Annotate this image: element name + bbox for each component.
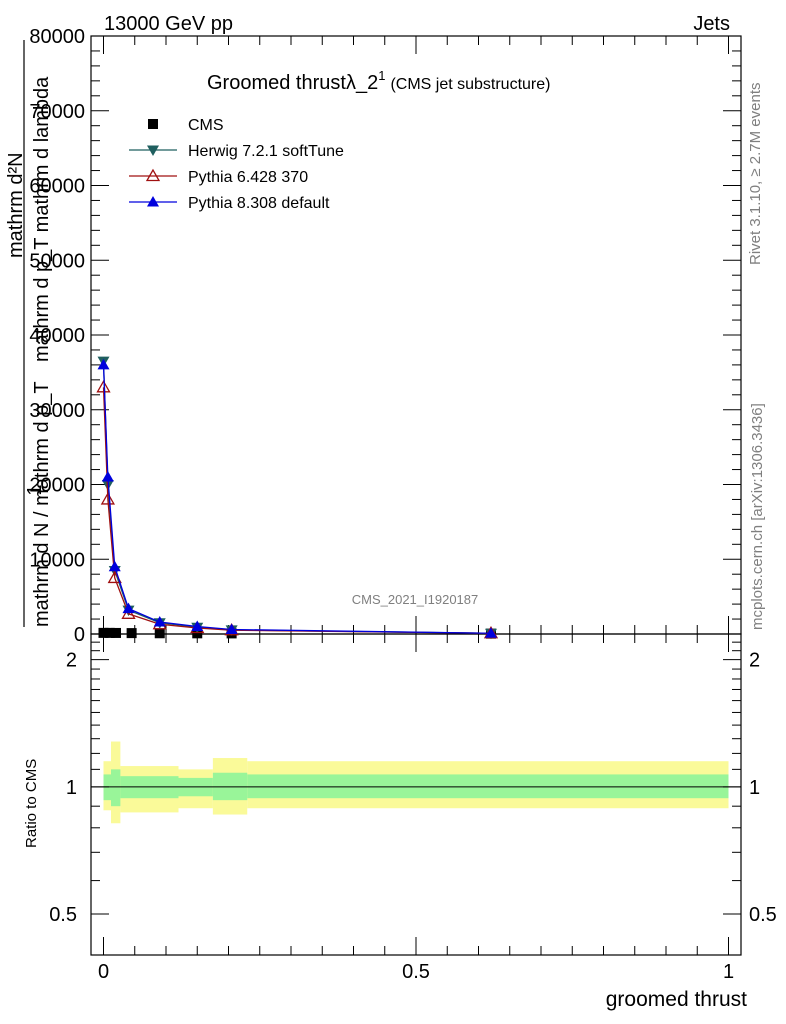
- ratio-y-tick-label: 0.5: [49, 904, 77, 926]
- data-point: [154, 628, 165, 639]
- legend-label: Herwig 7.2.1 softTune: [188, 143, 344, 160]
- y-axis-label-main: 1 mathrm d N / mathrm d p_T mathrm d²N m…: [5, 40, 53, 627]
- series-line: [102, 364, 492, 634]
- data-point: [108, 560, 121, 572]
- y-tick-label: 0: [74, 624, 85, 646]
- legend: CMS Herwig 7.2.1 softTune Pythia 6.428 370…: [129, 117, 344, 212]
- data-point: [191, 620, 204, 632]
- analysis-watermark: CMS_2021_I1920187: [352, 592, 479, 607]
- data-point: [96, 380, 111, 393]
- legend-marker: [147, 196, 159, 207]
- y-tick-label: 40000: [29, 325, 85, 347]
- ratio-y-tick-label: 2: [66, 650, 77, 672]
- legend-marker: [148, 119, 158, 129]
- legend-marker: [147, 145, 159, 156]
- ylabel-prefix: 1: [24, 484, 46, 495]
- data-point: [100, 492, 115, 505]
- y-tick-label: 70000: [29, 101, 85, 123]
- legend-marker: [145, 168, 161, 182]
- y-tick-label: 50000: [29, 250, 85, 272]
- x-tick-label: 0: [98, 961, 109, 983]
- ratio-uncertainty-bands: [103, 741, 729, 824]
- jets-label: Jets: [693, 13, 730, 35]
- energy-label: 13000 GeV pp: [104, 13, 233, 35]
- data-point: [111, 627, 121, 638]
- ratio-y-tick-label: 1: [66, 777, 77, 799]
- y-tick-label: 30000: [29, 400, 85, 422]
- ratio-y-tick-label-right: 2: [749, 650, 760, 672]
- legend-label: CMS: [188, 117, 224, 134]
- data-point: [122, 602, 135, 614]
- mcplots-label: mcplots.cern.ch [arXiv:1306.3436]: [749, 403, 766, 630]
- data-point: [485, 627, 497, 638]
- legend-label: Pythia 8.308 default: [188, 195, 330, 212]
- data-point: [192, 628, 203, 639]
- y-tick-label: 10000: [29, 549, 85, 571]
- data-point: [153, 616, 166, 627]
- ratio-y-tick-label-right: 0.5: [749, 904, 777, 926]
- chart-title: Groomed thrustλ_21(CMS jet substructure): [207, 68, 550, 94]
- series-line: [102, 387, 492, 634]
- data-point: [225, 623, 238, 635]
- y-tick-label: 20000: [29, 475, 85, 497]
- series-3: [97, 358, 497, 638]
- data-point: [126, 628, 137, 639]
- ylabel-numerator-1: mathrm d²N: [5, 152, 27, 258]
- ratio-band-inner: [111, 769, 121, 807]
- y-tick-label: 80000: [29, 26, 85, 48]
- rivet-label: Rivet 3.1.10, ≥ 2.7M events: [747, 83, 764, 266]
- x-tick-label: 1: [723, 961, 734, 983]
- ratio-band-inner: [247, 774, 729, 799]
- data-point: [98, 627, 109, 638]
- ylabel-numerator-2: mathrm d p_T mathrm d lambda: [31, 76, 53, 362]
- y-axis-label-ratio: Ratio to CMS: [23, 759, 40, 848]
- x-axis-label: groomed thrust: [606, 988, 747, 1011]
- main-axis-ticks: 0 10000 20000 30000 40000 50000 60000 70000 8000…: [29, 26, 741, 646]
- y-tick-label: 60000: [29, 176, 85, 198]
- ratio-axis-ticks: 0.5 0.5 1 1 2 2 0 0.5 1: [49, 634, 777, 983]
- data-point: [97, 358, 110, 370]
- x-tick-label: 0.5: [402, 961, 430, 983]
- ratio-y-tick-label-right: 1: [749, 777, 760, 799]
- data-point: [101, 471, 114, 482]
- ylabel-denominator: mathrm d N / mathrm d p_T: [31, 381, 53, 627]
- legend-label: Pythia 6.428 370: [188, 169, 308, 186]
- data-point: [104, 627, 115, 638]
- series-group: [96, 356, 499, 640]
